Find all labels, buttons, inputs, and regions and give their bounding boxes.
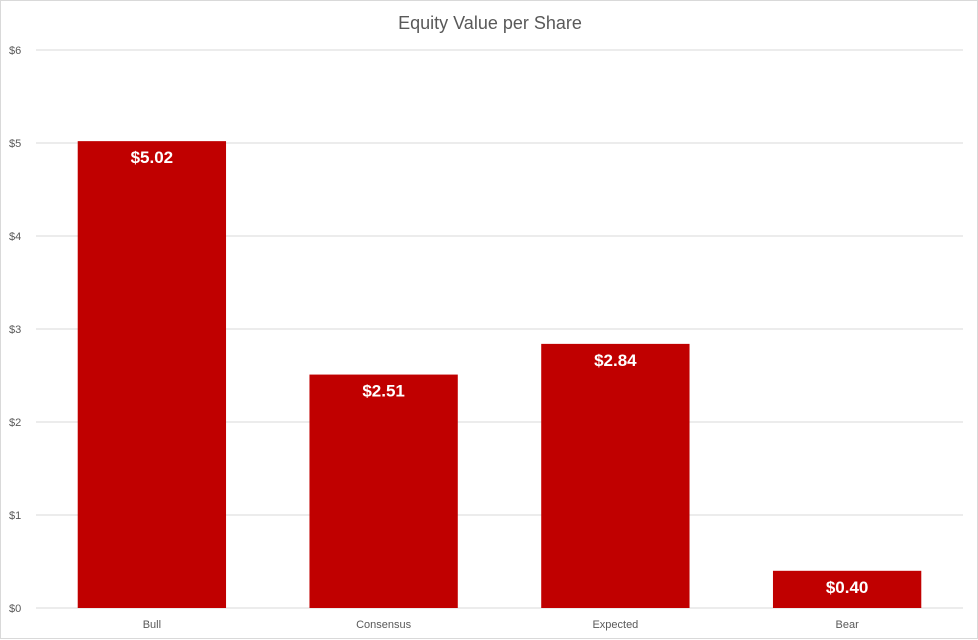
data-label-bull: $5.02: [131, 148, 174, 167]
category-label: Expected: [592, 619, 638, 631]
y-tick-label: $4: [9, 231, 21, 243]
category-label: Consensus: [356, 619, 412, 631]
data-label-expected: $2.84: [594, 351, 637, 370]
category-label: Bull: [143, 619, 161, 631]
chart-title: Equity Value per Share: [398, 13, 582, 33]
y-tick-label: $5: [9, 138, 21, 150]
y-tick-label: $0: [9, 603, 21, 615]
y-tick-label: $1: [9, 510, 21, 522]
bar-expected: [541, 343, 690, 608]
category-label: Bear: [836, 619, 860, 631]
bars: [77, 141, 922, 608]
data-label-consensus: $2.51: [362, 382, 405, 401]
y-tick-label: $6: [9, 45, 21, 57]
y-axis-ticks: $0 $1 $2 $3 $4 $5 $6: [9, 45, 21, 615]
bar-bull: [77, 141, 227, 608]
data-label-bear: $0.40: [826, 578, 869, 597]
bar-bear: [772, 570, 922, 608]
x-axis-categories: Bull Consensus Expected Bear: [143, 619, 859, 631]
data-labels: $5.02 $2.51 $2.84 $0.40: [131, 148, 869, 597]
bar-consensus: [309, 374, 458, 608]
y-tick-label: $2: [9, 417, 21, 429]
y-tick-label: $3: [9, 324, 21, 336]
